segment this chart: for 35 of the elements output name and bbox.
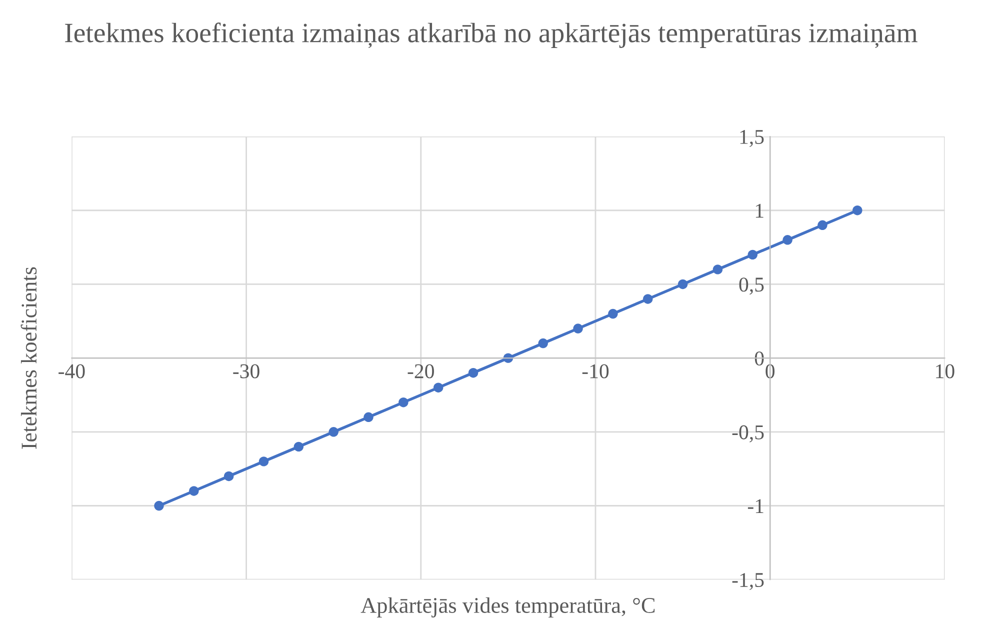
y-tick-label: -0,5 bbox=[732, 425, 764, 442]
point bbox=[643, 294, 653, 304]
x-tick-label: -30 bbox=[233, 364, 260, 378]
point bbox=[782, 235, 792, 245]
point bbox=[573, 324, 583, 334]
x-tick-label: -40 bbox=[58, 364, 85, 378]
point bbox=[154, 500, 164, 511]
point bbox=[748, 250, 758, 260]
point bbox=[398, 398, 408, 408]
point bbox=[258, 456, 269, 466]
y-tick-label: 1,5 bbox=[740, 130, 764, 147]
point bbox=[538, 338, 548, 348]
point bbox=[852, 206, 862, 216]
point bbox=[328, 427, 338, 437]
point bbox=[608, 308, 618, 319]
point bbox=[818, 220, 828, 230]
point bbox=[433, 382, 444, 392]
x-tick-label: -20 bbox=[408, 364, 434, 378]
y-tick-label: 1 bbox=[756, 204, 764, 218]
x-tick-label: 10 bbox=[936, 364, 954, 378]
point bbox=[468, 368, 478, 378]
y-tick-label: -1,5 bbox=[732, 573, 764, 590]
point bbox=[364, 412, 374, 422]
point bbox=[712, 264, 723, 274]
point bbox=[678, 279, 688, 290]
y-tick-label: 0,5 bbox=[739, 278, 764, 295]
x-axis-title: Apkārtējās vides temperatūra, °C bbox=[360, 597, 655, 618]
y-tick-label: -1 bbox=[748, 499, 764, 513]
point bbox=[294, 442, 304, 452]
x-tick-label: -10 bbox=[582, 364, 609, 378]
chart-title: Ietekmes koeficienta izmaiņas atkarībā no apkārtējās temperatūras izmaiņām bbox=[65, 22, 918, 48]
y-axis-title: Ietekmes koeficients bbox=[20, 267, 37, 449]
x-tick-label: 0 bbox=[766, 364, 774, 378]
point bbox=[189, 486, 199, 496]
point bbox=[224, 471, 234, 482]
